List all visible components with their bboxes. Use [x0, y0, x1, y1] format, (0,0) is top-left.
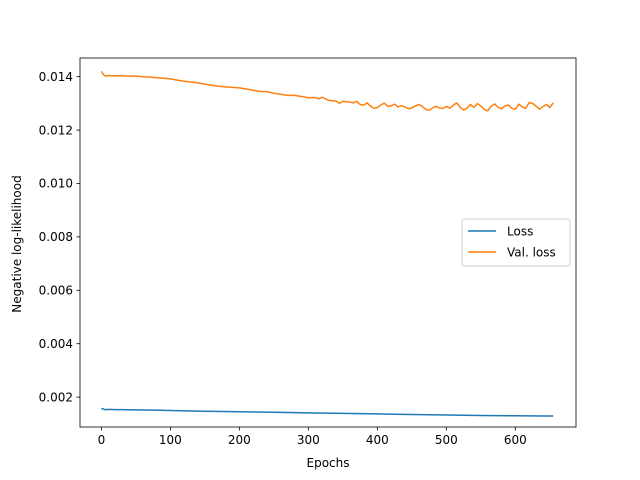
y-tick-label: 0.010: [39, 177, 73, 191]
y-tick-label: 0.012: [39, 123, 73, 137]
x-tick-label: 100: [159, 433, 182, 447]
y-axis-label: Negative log-likelihood: [10, 175, 24, 312]
series-line-loss: [101, 407, 554, 417]
series-line-val-loss: [100, 70, 554, 112]
x-tick-label: 500: [435, 433, 458, 447]
y-axis: 0.002 0.004 0.006 0.008 0.010 0.012 0.014: [39, 70, 80, 404]
x-axis-label: Epochs: [307, 456, 350, 470]
axes-frame: [79, 57, 577, 428]
legend: Loss Val. loss: [461, 218, 571, 267]
x-tick-label: 200: [228, 433, 251, 447]
y-tick-label: 0.004: [39, 337, 73, 351]
plot-area: [79, 57, 577, 428]
x-tick-label: 600: [504, 433, 527, 447]
x-tick-label: 0: [98, 433, 106, 447]
y-tick-label: 0.008: [39, 230, 73, 244]
x-tick-label: 400: [366, 433, 389, 447]
legend-label-val-loss: Val. loss: [507, 246, 556, 260]
y-tick-label: 0.006: [39, 283, 73, 297]
y-tick-label: 0.002: [39, 390, 73, 404]
x-tick-label: 300: [297, 433, 320, 447]
y-tick-label: 0.014: [39, 70, 73, 84]
legend-label-loss: Loss: [507, 225, 533, 239]
x-axis: 0 100 200 300 400 500 600: [98, 427, 527, 447]
